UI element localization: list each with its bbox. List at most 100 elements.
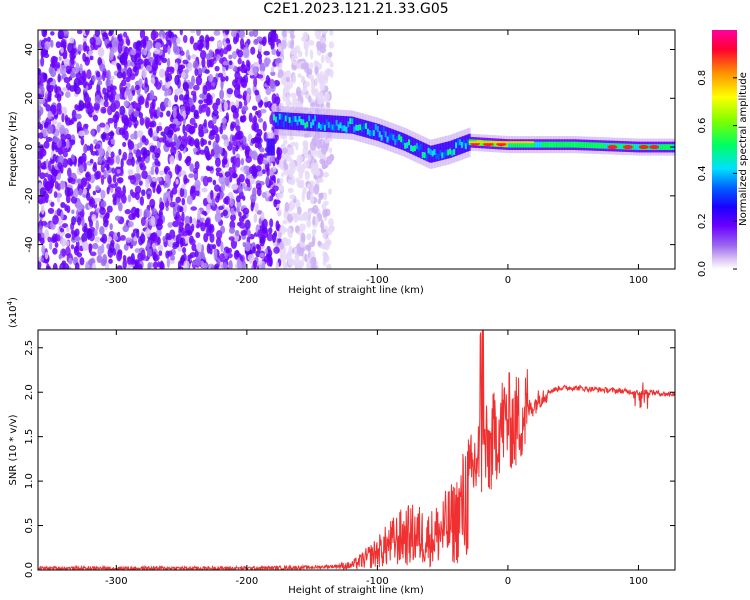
spectrogram-cell xyxy=(49,182,53,189)
spectrogram-cell xyxy=(302,146,308,156)
spectrogram-cell xyxy=(374,123,377,141)
x-tick-label: 100 xyxy=(629,576,648,587)
spectrogram-cell xyxy=(558,141,561,148)
spectrogram-cell xyxy=(76,121,82,132)
spectrogram-cell xyxy=(343,125,346,132)
spectrogram-cell xyxy=(247,254,255,262)
spectrogram-cell xyxy=(124,209,132,215)
spectrogram-cell xyxy=(210,148,215,157)
spectrogram-cell xyxy=(280,159,284,169)
spectrogram-cell xyxy=(327,121,330,128)
spectrogram-cell xyxy=(455,142,458,149)
spectrogram-cell xyxy=(261,218,268,230)
spectrogram-cell xyxy=(325,119,328,126)
spectrogram-cell xyxy=(89,158,94,164)
spectrogram-cell xyxy=(280,253,287,263)
spectrogram-cell xyxy=(286,30,291,34)
spectrogram-cell xyxy=(64,186,71,197)
spectrogram-cell xyxy=(57,73,61,83)
spectrogram-cell xyxy=(635,144,638,150)
spectrogram-cell xyxy=(552,141,555,148)
spectrogram-cell xyxy=(321,203,327,210)
spectrogram-cell xyxy=(127,194,132,203)
spectrogram-cell xyxy=(117,34,123,43)
spectrogram-cell xyxy=(156,217,164,226)
spectrogram-cell xyxy=(65,233,72,239)
spectrogram-cell xyxy=(134,84,140,91)
spectrogram-cell xyxy=(584,142,587,148)
spectrogram-cell xyxy=(232,111,239,119)
spectrogram-cell xyxy=(175,178,179,185)
spectrogram-cell xyxy=(158,121,162,127)
spectrogram-cell xyxy=(255,133,262,144)
spectrogram-cell xyxy=(376,123,379,141)
spectrogram-cell xyxy=(38,115,41,122)
spectrogram-cell xyxy=(62,150,68,158)
spectrogram-cell xyxy=(200,105,207,113)
spectrogram-cell xyxy=(175,196,182,203)
spectrogram-cell xyxy=(351,116,354,134)
x-tick-label: -200 xyxy=(236,576,259,587)
spectrogram-cell xyxy=(205,53,211,60)
spectrogram-cell xyxy=(192,60,199,69)
spectrogram-cell xyxy=(392,134,395,141)
colorbar-ticks: 0.0 0.2 0.4 0.6 0.8 xyxy=(697,70,737,277)
spectrogram-cell xyxy=(38,121,42,130)
spectrogram-cell xyxy=(66,167,72,178)
spectrogram-cell xyxy=(71,216,76,226)
spectrogram-cell xyxy=(48,66,54,75)
spectrogram-cell xyxy=(607,145,618,150)
spectrogram-cell xyxy=(65,226,70,233)
spectrogram-cell xyxy=(198,99,204,105)
spectrogram-cell xyxy=(132,66,138,73)
spectrogram-cell xyxy=(317,240,322,247)
spectrogram-cell xyxy=(421,152,424,158)
spectrogram-cell xyxy=(105,79,111,88)
spectrogram-cell xyxy=(339,122,342,129)
spectrogram-cell xyxy=(310,265,318,269)
colorbar-tick-label: 0.6 xyxy=(697,118,708,134)
spectrogram-cell xyxy=(136,130,144,138)
spectrogram-cell xyxy=(253,121,259,133)
spectrogram-cell xyxy=(284,263,288,269)
spectrogram-cell xyxy=(167,99,172,108)
spectrogram-cell xyxy=(261,36,267,47)
spectrogram-cell xyxy=(300,63,307,70)
spectrogram-cell xyxy=(208,59,213,68)
spectrogram-cell xyxy=(427,147,430,154)
spectrogram-cell xyxy=(165,235,172,241)
spectrogram-cell xyxy=(144,100,150,109)
spectrogram-cell xyxy=(222,209,228,217)
spectrogram-cell xyxy=(153,48,161,55)
spectrogram-cell xyxy=(229,197,234,207)
spectrogram-cell xyxy=(177,246,183,252)
spectrogram-cell xyxy=(108,95,114,101)
colorbar-tick-label: 0.4 xyxy=(697,165,708,181)
spectrogram-cell xyxy=(230,104,236,113)
spectrogram-cell xyxy=(241,81,248,89)
spectrogram-cell xyxy=(298,115,301,122)
spectrogram-cell xyxy=(394,139,397,146)
spectrogram-cell xyxy=(306,121,309,128)
spectrogram-cell xyxy=(174,74,180,86)
spectrogram-cell xyxy=(125,76,131,83)
spectrogram-cell xyxy=(179,64,186,70)
spectrogram-cell xyxy=(294,253,300,261)
spectrogram-cell xyxy=(266,100,272,109)
spectrogram-cell xyxy=(297,73,302,79)
spectrogram-cell xyxy=(46,83,51,91)
spectrogram-cell xyxy=(79,63,83,74)
spectrogram-cell xyxy=(364,123,367,129)
spectrogram-cell xyxy=(50,236,57,243)
spectrogram-cell xyxy=(58,253,62,260)
spectrogram-cell xyxy=(322,114,326,132)
spectrogram-cell xyxy=(275,156,280,165)
spectrogram-cell xyxy=(92,242,99,250)
spectrogram-cell xyxy=(240,229,247,236)
spectrogram-cell xyxy=(115,215,121,221)
spectrogram-cell xyxy=(110,151,115,159)
spectrogram-cell xyxy=(247,174,253,180)
spectrogram-cell xyxy=(637,144,640,150)
spectrogram-cell xyxy=(88,243,93,251)
spectrogram-cell xyxy=(250,177,255,185)
